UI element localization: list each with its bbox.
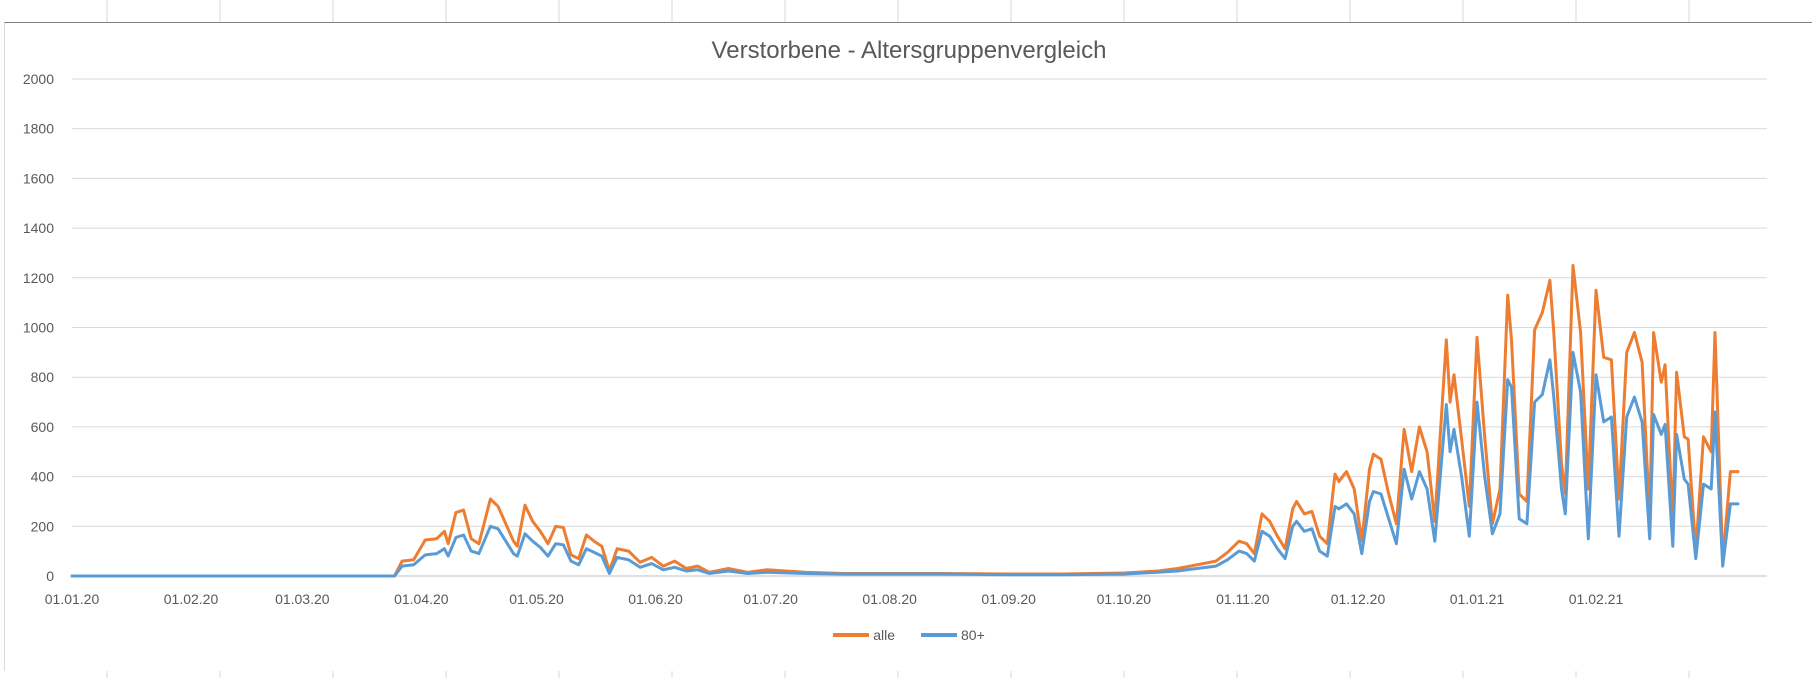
chart-container[interactable]: Verstorbene - Altersgruppenvergleich 0 20… [4,22,1812,671]
y-tick-label: 1000 [23,320,54,336]
y-tick-label: 200 [31,518,55,534]
x-tick-label: 01.08.20 [862,591,917,607]
x-tick-label: 01.10.20 [1097,591,1152,607]
y-tick-label: 1400 [23,220,54,236]
legend-item-alle: alle [833,627,895,643]
x-tick-label: 01.06.20 [628,591,683,607]
x-tick-label: 01.03.20 [275,591,330,607]
legend-label-alle: alle [873,627,896,643]
x-tick-label: 01.01.20 [45,591,100,607]
y-tick-label: 1800 [23,121,54,137]
y-tick-label: 1600 [23,170,54,186]
x-tick-label: 01.02.21 [1569,591,1624,607]
chart-plot: 0 200 400 600 800 1000 1200 1400 1600 1800 2000 01.… [23,71,1767,607]
series-line-80plus [70,350,1740,578]
y-tick-label: 600 [31,419,55,435]
x-tick-label: 01.11.20 [1216,591,1270,607]
y-tick-label: 2000 [23,71,54,87]
x-tick-label: 01.01.21 [1450,591,1505,607]
y-tick-label: 0 [46,568,54,584]
series-line-alle [70,263,1740,578]
x-tick-label: 01.09.20 [981,591,1036,607]
x-tick-label: 01.02.20 [164,591,219,607]
legend-item-80plus: 80+ [921,627,985,643]
x-tick-label: 01.05.20 [509,591,564,607]
legend-label-80plus: 80+ [961,627,985,643]
chart-legend: alle 80+ [5,627,1812,643]
y-tick-label: 400 [31,469,55,485]
x-tick-label: 01.04.20 [394,591,449,607]
x-tick-label: 01.07.20 [743,591,798,607]
y-tick-label: 800 [31,369,55,385]
y-tick-label: 1200 [23,270,54,286]
legend-swatch-80plus [921,633,958,637]
chart-title: Verstorbene - Altersgruppenvergleich [711,37,1107,64]
legend-swatch-alle [833,633,870,637]
x-tick-label: 01.12.20 [1331,591,1386,607]
